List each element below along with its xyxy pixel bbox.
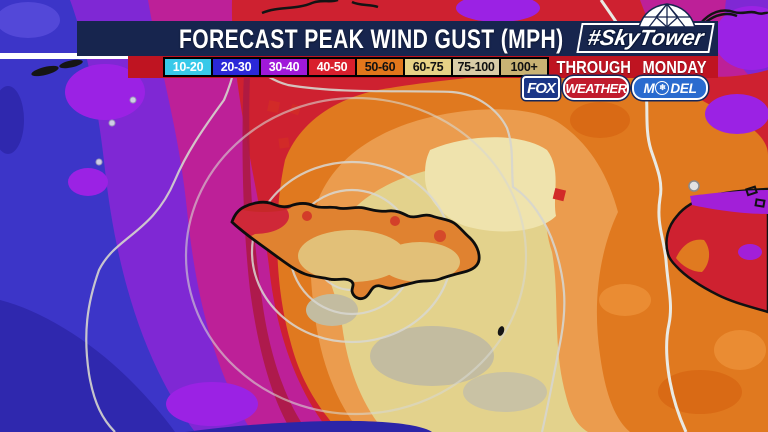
- legend-item-60-75: 60-75: [405, 59, 451, 75]
- legend-label: 10-20: [172, 60, 204, 74]
- fox-weather-model-logo: FOX WEATHER M ❄ DEL: [522, 76, 708, 100]
- legend-label: 30-40: [268, 60, 300, 74]
- legend-bar: 10-20 20-30 30-40 40-50 50-60 60-75 75-1…: [128, 56, 718, 78]
- lower-third-white-strip: [0, 53, 128, 59]
- legend-label: 100+: [510, 60, 538, 74]
- valid-period-label: THROUGH MONDAY: [556, 56, 706, 77]
- model-m: M: [643, 80, 655, 96]
- model-del: DEL: [670, 80, 697, 96]
- wind-speed-legend: 10-20 20-30 30-40 40-50 50-60 60-75 75-1…: [163, 57, 549, 77]
- legend-label: 75-100: [457, 60, 495, 74]
- legend-item-20-30: 20-30: [213, 59, 259, 75]
- weather-badge: WEATHER: [563, 76, 629, 100]
- legend-item-40-50: 40-50: [309, 59, 355, 75]
- track-point-marker: [688, 180, 700, 192]
- title-bar: FORECAST PEAK WIND GUST (MPH) #SkyTower: [77, 21, 718, 56]
- point-markers: [95, 96, 700, 192]
- snowflake-icon: ❄: [655, 81, 670, 95]
- radar-dome-icon: [637, 3, 697, 28]
- skytower-label: #SkyTower: [585, 25, 706, 50]
- legend-label: 40-50: [316, 60, 348, 74]
- hispaniola-island: [665, 185, 768, 314]
- fox-badge: FOX: [522, 76, 560, 100]
- cuba-coastline: [261, 0, 768, 25]
- legend-label: 60-75: [412, 60, 444, 74]
- model-badge: M ❄ DEL: [632, 76, 708, 100]
- legend-item-100plus: 100+: [501, 59, 547, 75]
- wind-contour-lines: [85, 21, 566, 432]
- legend-item-10-20: 10-20: [165, 59, 211, 75]
- page-title: FORECAST PEAK WIND GUST (MPH): [179, 24, 564, 54]
- legend-item-75-100: 75-100: [453, 59, 499, 75]
- legend-item-50-60: 50-60: [357, 59, 403, 75]
- legend-item-30-40: 30-40: [261, 59, 307, 75]
- cayman-islands: [31, 59, 505, 336]
- legend-label: 20-30: [220, 60, 252, 74]
- legend-label: 50-60: [364, 60, 396, 74]
